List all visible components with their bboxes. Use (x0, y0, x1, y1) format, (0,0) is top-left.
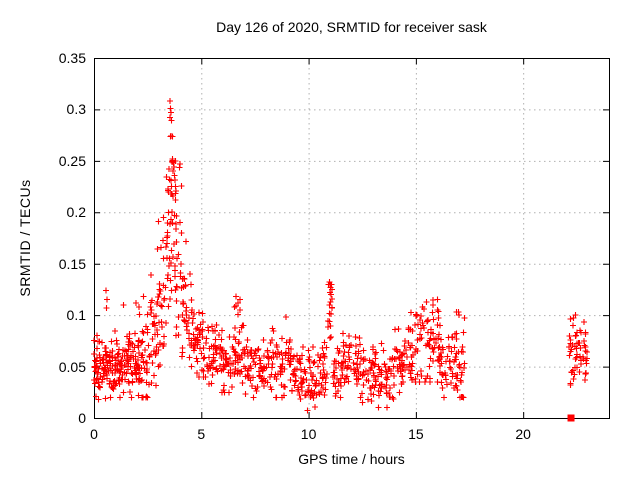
y-tick-label: 0.1 (66, 307, 86, 324)
y-tick-label: 0.05 (58, 358, 86, 375)
x-tick-label: 5 (197, 426, 206, 442)
chart-title: Day 126 of 2020, SRMTID for receiver sas… (216, 19, 487, 35)
grid-lines (94, 58, 609, 418)
y-tick-label: 0.25 (58, 152, 86, 169)
x-tick-label: 15 (408, 426, 424, 442)
x-tick-label: 20 (515, 426, 531, 442)
square-marker (567, 414, 575, 422)
y-tick-label: 0.2 (66, 204, 86, 221)
plot-border (94, 58, 610, 419)
y-tick-label: 0.35 (58, 50, 86, 66)
tick-marks (94, 58, 609, 419)
x-tick-label: 10 (300, 426, 317, 442)
y-tick-label: 0 (78, 410, 86, 426)
y-tick-label: 0.3 (66, 101, 86, 118)
x-axis-title: GPS time / hours (298, 451, 405, 467)
data-points (91, 98, 590, 414)
x-tick-label: 0 (90, 426, 98, 442)
y-tick-label: 0.15 (58, 255, 86, 272)
